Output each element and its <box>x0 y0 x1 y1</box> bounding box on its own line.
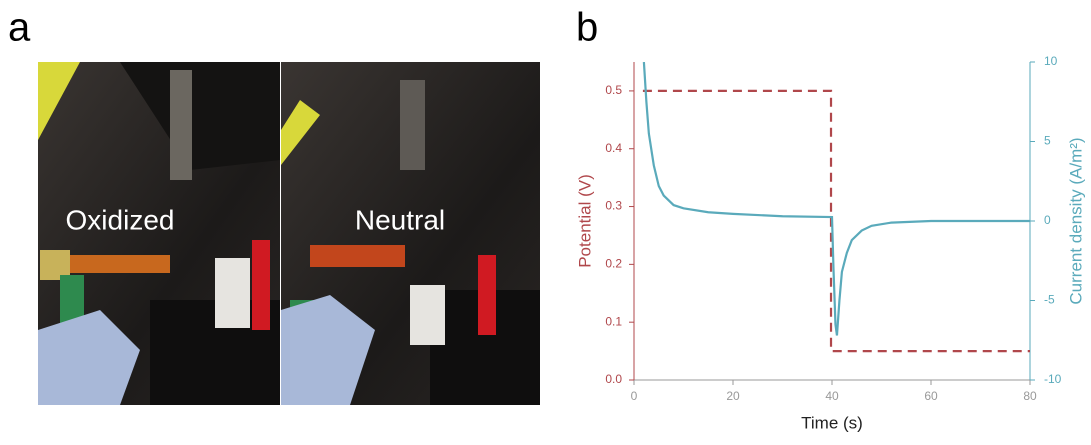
y2-tick-label: 5 <box>1044 134 1051 148</box>
y2-axis-label: Current density (A/m²) <box>1066 137 1085 304</box>
y2-tick-label: -5 <box>1044 293 1055 307</box>
photo-left <box>38 62 280 405</box>
y2-tick-label: 0 <box>1044 213 1051 227</box>
photo-right <box>281 62 540 405</box>
x-tick-label: 80 <box>1023 389 1037 403</box>
x-tick-label: 40 <box>825 389 839 403</box>
x-tick-label: 60 <box>924 389 938 403</box>
photo-label: Oxidized <box>66 204 175 235</box>
x-tick-label: 20 <box>726 389 740 403</box>
y-tick-label: 0.1 <box>605 314 622 328</box>
y-tick-label: 0.5 <box>605 83 622 97</box>
y2-tick-label: -10 <box>1044 372 1062 386</box>
y2-tick-label: 10 <box>1044 54 1058 68</box>
y-axis-label: Potential (V) <box>575 174 594 268</box>
photo-label: Neutral <box>355 204 445 235</box>
y-tick-label: 0.3 <box>605 199 622 213</box>
y-tick-label: 0.4 <box>605 141 622 155</box>
y-tick-label: 0.0 <box>605 372 622 386</box>
data-line <box>642 89 1030 353</box>
panel-label: b <box>576 6 598 50</box>
x-tick-label: 0 <box>631 389 638 403</box>
y-tick-label: 0.2 <box>605 257 622 271</box>
panel-label: a <box>8 6 31 50</box>
data-line <box>642 62 1030 336</box>
plot-area <box>642 62 1030 353</box>
x-axis-label: Time (s) <box>801 413 863 432</box>
